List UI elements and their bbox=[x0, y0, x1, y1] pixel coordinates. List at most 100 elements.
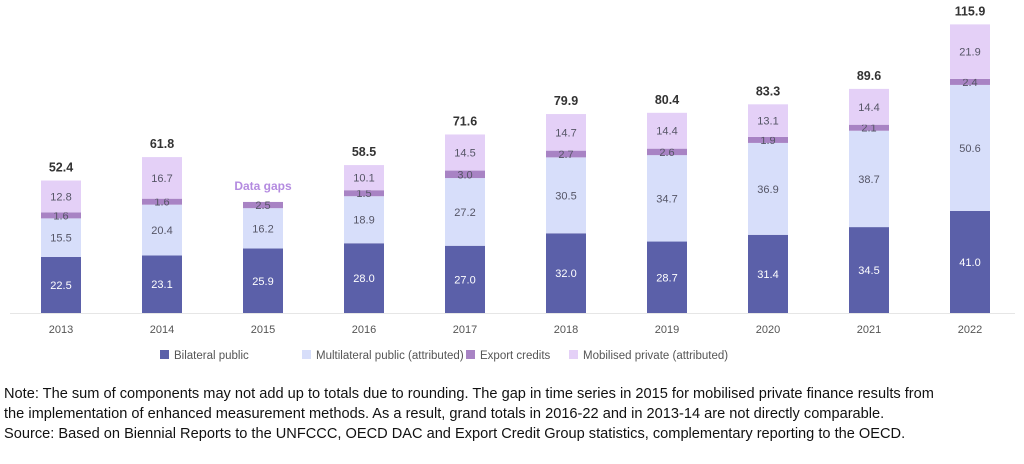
bar-segment bbox=[41, 212, 81, 219]
data-label: 34.7 bbox=[656, 193, 677, 205]
bar-segment bbox=[41, 218, 81, 257]
data-label: 2.7 bbox=[558, 149, 573, 161]
bar-segment bbox=[142, 198, 182, 205]
x-tick-label: 2022 bbox=[958, 324, 982, 336]
total-label: 79.9 bbox=[554, 94, 578, 108]
data-label: 28.0 bbox=[353, 273, 374, 285]
bar-segment bbox=[445, 245, 485, 313]
x-tick-label: 2016 bbox=[352, 324, 376, 336]
data-label: 1.9 bbox=[760, 135, 775, 147]
data-label: 34.5 bbox=[858, 265, 879, 277]
stacked-bar-chart: 22.5 15.5 1.6 12.8 52.4 2013 23.1 20.4 1.6 16.7 61… bbox=[10, 4, 1015, 362]
bar-segment bbox=[445, 178, 485, 246]
note-line-3: Source: Based on Biennial Reports to the… bbox=[4, 426, 906, 442]
data-label: 16.7 bbox=[151, 173, 172, 185]
x-tick-label: 2018 bbox=[554, 324, 578, 336]
x-tick-label: 2013 bbox=[49, 324, 73, 336]
bar-segment bbox=[748, 234, 788, 313]
total-label: 61.8 bbox=[150, 137, 174, 151]
total-label: 52.4 bbox=[49, 161, 73, 175]
x-tick-label: 2015 bbox=[251, 324, 275, 336]
data-label: 16.2 bbox=[252, 223, 273, 235]
bar-segment bbox=[142, 157, 182, 199]
bar-segment bbox=[546, 150, 586, 158]
total-label: 115.9 bbox=[955, 4, 986, 18]
data-label: 32.0 bbox=[555, 268, 576, 280]
annotation-data-gaps: Data gaps bbox=[234, 179, 292, 193]
data-label: 20.4 bbox=[151, 225, 172, 237]
data-label: 3.0 bbox=[457, 169, 472, 181]
bar-segment bbox=[950, 84, 990, 211]
data-label: 14.4 bbox=[858, 102, 879, 114]
data-label: 27.2 bbox=[454, 207, 475, 219]
total-label: 80.4 bbox=[655, 93, 679, 107]
data-label: 2.5 bbox=[255, 200, 270, 212]
total-label: 89.6 bbox=[857, 69, 881, 83]
bar-segment bbox=[748, 104, 788, 137]
legend-label: Bilateral public bbox=[174, 350, 249, 362]
x-tick-label: 2021 bbox=[857, 324, 881, 336]
bar-segment bbox=[344, 243, 384, 313]
legend-label: Export credits bbox=[480, 350, 551, 362]
data-label: 38.7 bbox=[858, 174, 879, 186]
bar-segment bbox=[849, 88, 889, 125]
bar-segment bbox=[849, 227, 889, 313]
chart-note: Note: The sum of components may not add … bbox=[4, 384, 1020, 444]
x-tick-label: 2014 bbox=[150, 324, 174, 336]
bar-segment bbox=[142, 255, 182, 313]
data-label: 14.7 bbox=[555, 127, 576, 139]
data-label: 14.5 bbox=[454, 148, 475, 160]
bar-segment bbox=[243, 201, 283, 209]
bar-segment bbox=[142, 204, 182, 256]
x-tick-label: 2019 bbox=[655, 324, 679, 336]
data-label: 31.4 bbox=[757, 269, 778, 281]
note-line-1: Note: The sum of components may not add … bbox=[4, 386, 934, 402]
bar-segment bbox=[546, 157, 586, 234]
bar-segment bbox=[445, 170, 485, 179]
bar-segment bbox=[445, 134, 485, 171]
legend-swatch bbox=[302, 350, 311, 359]
data-label: 1.6 bbox=[53, 210, 68, 222]
bar-segment bbox=[546, 114, 586, 151]
total-label: 83.3 bbox=[756, 84, 780, 98]
bar-segment bbox=[546, 233, 586, 313]
data-label: 22.5 bbox=[50, 280, 71, 292]
data-label: 14.4 bbox=[656, 126, 677, 138]
bar-segment bbox=[647, 112, 687, 149]
data-label: 36.9 bbox=[757, 184, 778, 196]
data-label: 2.1 bbox=[861, 123, 876, 135]
bar-segment bbox=[950, 78, 990, 85]
bar-segment bbox=[647, 148, 687, 156]
data-label: 12.8 bbox=[50, 191, 71, 203]
data-label: 2.6 bbox=[659, 147, 674, 159]
legend-swatch bbox=[466, 350, 475, 359]
bar-segment bbox=[950, 24, 990, 79]
x-tick-label: 2020 bbox=[756, 324, 780, 336]
bar-segment bbox=[344, 196, 384, 244]
bar-segment bbox=[344, 190, 384, 197]
data-label: 41.0 bbox=[959, 257, 980, 269]
bar-segment bbox=[748, 142, 788, 235]
legend-swatch bbox=[569, 350, 578, 359]
bar-segment bbox=[748, 136, 788, 143]
legend-label: Multilateral public (attributed) bbox=[316, 350, 464, 362]
bar-segment bbox=[849, 130, 889, 228]
data-label: 50.6 bbox=[959, 143, 980, 155]
bar-segment bbox=[647, 155, 687, 242]
bar-segment bbox=[243, 248, 283, 313]
data-label: 21.9 bbox=[959, 47, 980, 59]
total-label: 58.5 bbox=[352, 145, 376, 159]
data-label: 15.5 bbox=[50, 233, 71, 245]
data-label: 1.6 bbox=[154, 197, 169, 209]
legend-swatch bbox=[160, 350, 169, 359]
data-label: 25.9 bbox=[252, 276, 273, 288]
data-label: 30.5 bbox=[555, 190, 576, 202]
legend-label: Mobilised private (attributed) bbox=[583, 350, 728, 362]
bar-segment bbox=[41, 180, 81, 213]
data-label: 18.9 bbox=[353, 215, 374, 227]
data-label: 1.5 bbox=[356, 188, 371, 200]
total-label: 71.6 bbox=[453, 114, 477, 128]
bar-segment bbox=[849, 124, 889, 131]
bar-segment bbox=[647, 241, 687, 313]
data-label: 27.0 bbox=[454, 274, 475, 286]
